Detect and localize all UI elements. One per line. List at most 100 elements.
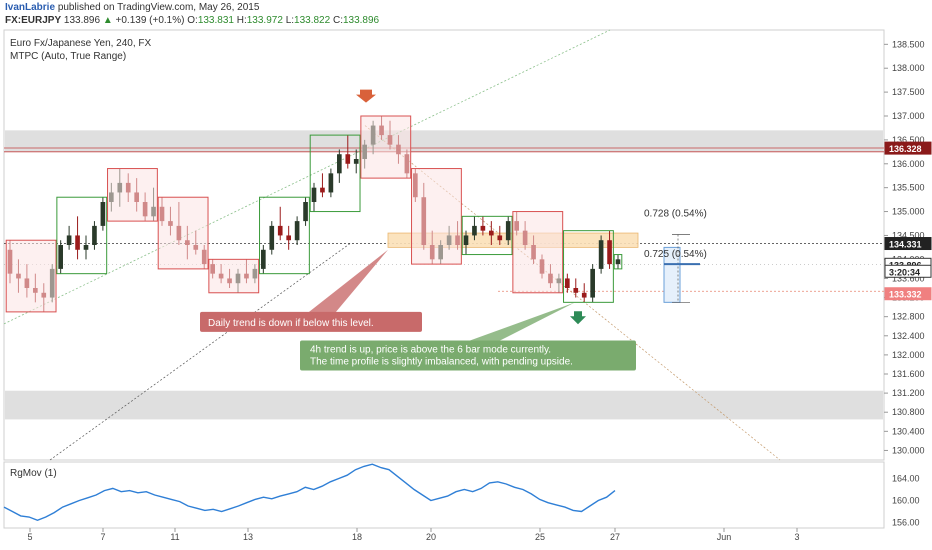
candle-body [303, 202, 308, 222]
x-tick-label: 3 [794, 532, 799, 542]
x-tick-label: 20 [426, 532, 436, 542]
trend-line-up [3, 29, 611, 325]
chart-title: Euro Fx/Japanese Yen, 240, FX [10, 38, 152, 49]
callout-box [300, 340, 636, 371]
candle-body [269, 225, 275, 250]
y-tick-label: 132.800 [892, 312, 925, 322]
y-tick-label: 131.600 [892, 369, 925, 379]
y-tick-label: 137.500 [892, 87, 925, 97]
candle-body [75, 235, 80, 250]
candle-body [261, 249, 266, 269]
x-tick-label: 13 [243, 532, 253, 542]
x-tick-label: 25 [535, 532, 545, 542]
price-badge [884, 237, 932, 251]
candle-body [480, 225, 486, 231]
x-tick-label: 18 [352, 532, 362, 542]
candle-body [463, 235, 469, 245]
candle-body [505, 221, 511, 241]
profile-box [613, 254, 623, 270]
x-tick-label: 7 [100, 532, 105, 542]
indicator-tick-label: 156.00 [892, 518, 920, 528]
close-label: C: [332, 15, 343, 26]
candle-body [92, 225, 97, 245]
candle-body [58, 245, 63, 269]
last-price: 133.896 [63, 15, 101, 26]
profile-box [360, 115, 412, 179]
candle-body [607, 240, 612, 265]
x-tick-label: Jun [717, 532, 732, 542]
candle-body [497, 235, 503, 241]
y-tick-label: 132.000 [892, 350, 925, 360]
indicator-pane[interactable] [3, 461, 885, 529]
price-badge-label: 133.332 [889, 290, 922, 300]
candle-body [565, 278, 570, 288]
candle-body [277, 225, 283, 236]
y-tick-label: 138.000 [892, 63, 925, 73]
down-arrow-icon [356, 89, 376, 103]
profile-box [309, 134, 361, 213]
candle-body [286, 235, 291, 241]
candle-body [489, 230, 494, 236]
profile-box [157, 196, 209, 270]
profile-box [563, 230, 614, 303]
high-label: H: [236, 15, 247, 26]
candle-body [328, 173, 334, 193]
up-arrow-icon: ▲ [102, 15, 113, 26]
price-badge-label: 3:20:34 [889, 267, 920, 277]
callout-box [200, 311, 422, 332]
author-name[interactable]: IvanLabrie [5, 2, 56, 13]
y-tick-label: 138.500 [892, 39, 925, 49]
candle-body [615, 259, 621, 265]
low-value: 133.822 [294, 15, 331, 26]
profile-box [411, 168, 462, 265]
indicator-line [3, 463, 616, 522]
profile-box [259, 196, 310, 275]
candle-body [337, 154, 342, 174]
indicator-title: RgMov (1) [10, 468, 57, 479]
low-label: L: [285, 15, 295, 26]
indicator-tick-label: 164.00 [892, 474, 920, 484]
profile-box [56, 196, 108, 275]
x-tick-label: 11 [170, 532, 179, 542]
candle-body [320, 187, 325, 193]
callout-pointer [300, 249, 388, 320]
price-badge [884, 264, 932, 278]
candle-body [294, 221, 300, 241]
y-tick-label: 135.500 [892, 183, 925, 193]
profile-box [512, 211, 564, 294]
candle-body [345, 154, 351, 164]
candle-body [573, 288, 579, 293]
sr-zone [5, 390, 883, 420]
price-badge [884, 287, 932, 301]
candle-body [83, 245, 89, 250]
profile-box [107, 168, 158, 222]
candle-body [66, 235, 72, 245]
fib-label: 0.728 (0.54%) [644, 208, 707, 219]
trend-line [49, 243, 351, 461]
candle-body [472, 225, 477, 236]
profile-box [461, 215, 513, 256]
published-note: published on TradingView.com, May 26, 20… [57, 2, 260, 13]
y-tick-label: 135.000 [892, 207, 925, 217]
indicator-tick-label: 160.00 [892, 496, 920, 506]
open-label: O: [187, 15, 198, 26]
fib-label: 0.725 (0.54%) [644, 249, 707, 260]
profile-box [208, 258, 260, 294]
candle-body [353, 159, 359, 164]
callout-text: Daily trend is down if below this level. [208, 318, 374, 329]
x-tick-label: 5 [27, 532, 32, 542]
price-badge-label: 136.328 [889, 144, 922, 154]
y-tick-label: 130.800 [892, 407, 925, 417]
profile-box [5, 239, 57, 313]
open-value: 133.831 [197, 15, 234, 26]
y-tick-label: 133.600 [892, 273, 925, 283]
candle-body [590, 268, 595, 298]
close-value: 133.896 [342, 15, 380, 26]
candle-body [100, 202, 106, 226]
candle-body [598, 240, 604, 269]
price-badge [884, 141, 932, 155]
up-arrow-icon [570, 311, 586, 325]
high-value: 133.972 [246, 15, 283, 26]
y-tick-label: 130.400 [892, 426, 925, 436]
